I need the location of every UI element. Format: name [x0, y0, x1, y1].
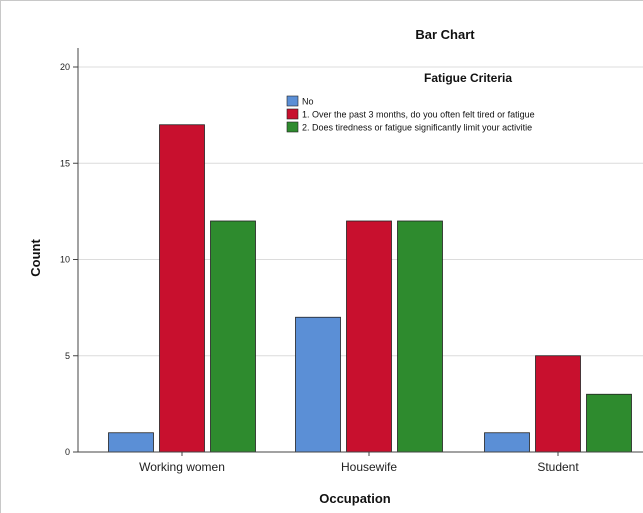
legend-swatch [286, 95, 299, 107]
bar-student-series-0 [484, 432, 530, 453]
y-tick-label: 10 [60, 255, 70, 265]
x-axis-title: Occupation [319, 491, 391, 506]
y-tick-label: 20 [60, 62, 70, 72]
legend-title: Fatigue Criteria [424, 71, 512, 85]
y-tick-label: 15 [60, 158, 70, 168]
axes: 0 5 10 15 20 Working women Housewife Student [60, 48, 643, 474]
x-tick-label: Housewife [341, 460, 397, 474]
bar-working-women-series-2 [210, 220, 256, 453]
x-tick-label: Student [537, 460, 579, 474]
legend-entry: 2. Does tiredness or fatigue significant… [302, 123, 532, 133]
bar-student-series-1 [535, 355, 581, 453]
y-tick-label: 0 [65, 447, 70, 457]
legend-entry: No [302, 97, 314, 107]
y-tick-label: 5 [65, 351, 70, 361]
y-axis-title: Count [28, 239, 43, 277]
bar-housewife-series-2 [397, 220, 443, 453]
bar-working-women-series-0 [108, 432, 154, 453]
legend-entry: 1. Over the past 3 months, do you often … [302, 110, 535, 120]
bar-student-series-2 [586, 393, 632, 453]
bar-working-women-series-1 [159, 124, 205, 453]
chart-title: Bar Chart [415, 27, 475, 42]
legend-swatch [286, 108, 299, 120]
bar-housewife-series-0 [295, 316, 341, 453]
x-tick-label: Working women [139, 460, 225, 474]
bar-housewife-series-1 [346, 220, 392, 453]
legend: No 1. Over the past 3 months, do you ofte… [286, 95, 535, 133]
bars [108, 124, 632, 453]
legend-swatch [286, 121, 299, 133]
